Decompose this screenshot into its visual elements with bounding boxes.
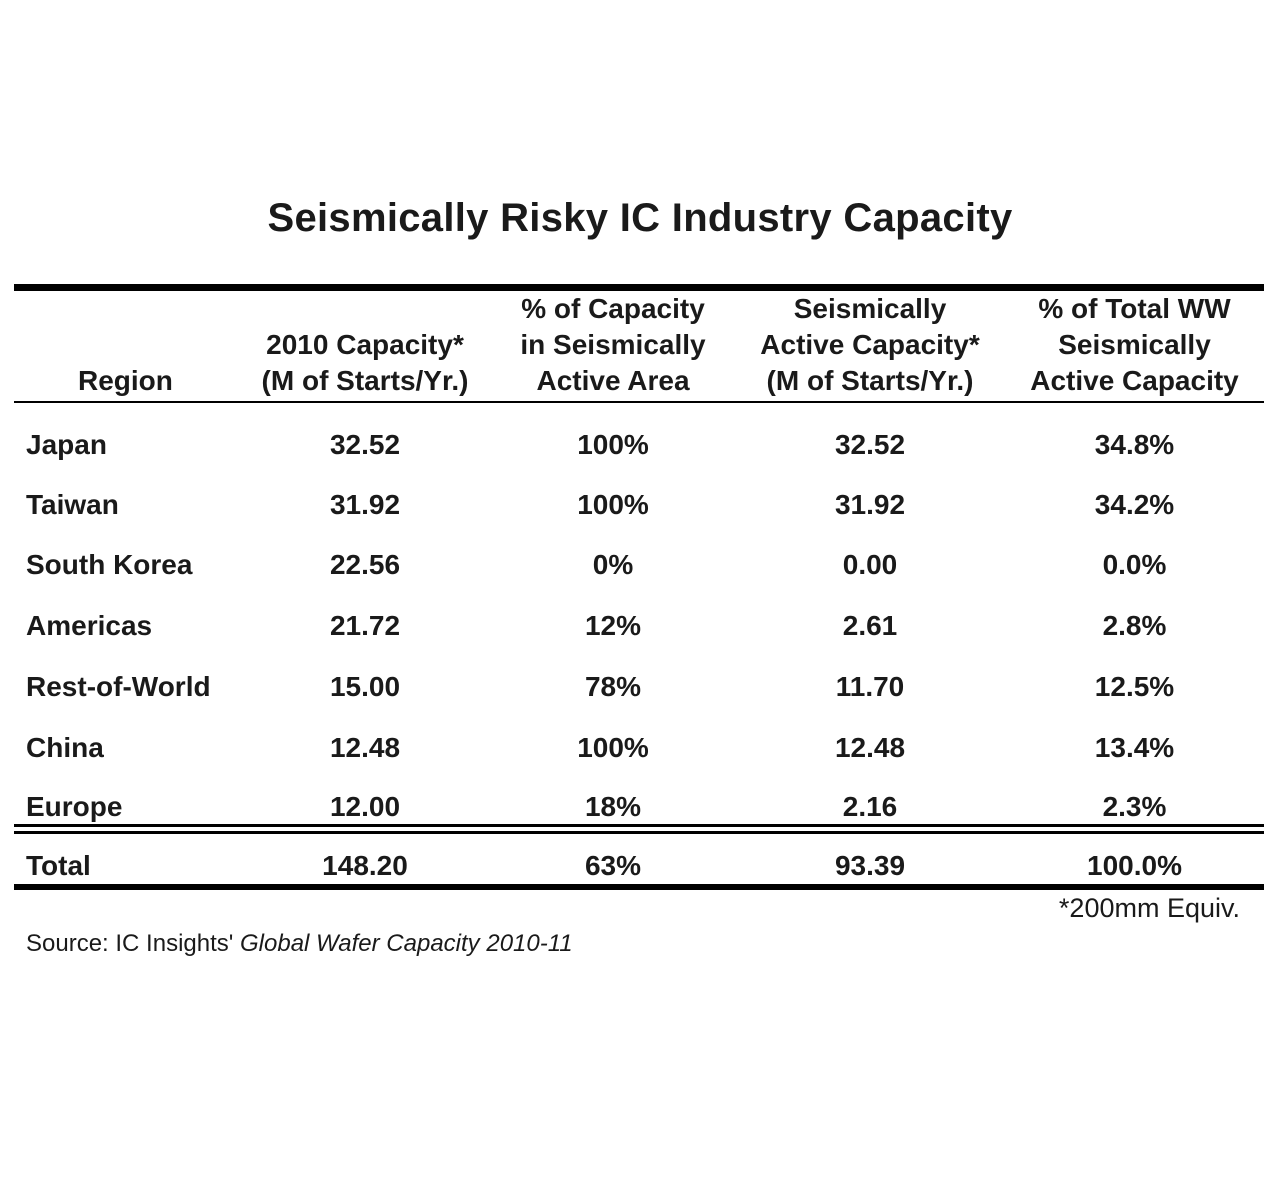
table-title: Seismically Risky IC Industry Capacity	[267, 196, 1013, 240]
header-region: Region	[26, 363, 236, 399]
total-cell: 148.20	[322, 850, 408, 881]
table-cell: 11.70	[835, 671, 905, 702]
header-pct-capacity: % of Capacity in Seismically Active Area	[500, 291, 726, 399]
header-rule	[14, 401, 1264, 403]
total-cell: 100.0%	[1087, 850, 1182, 881]
total-label: Total	[26, 850, 91, 881]
total-rule-bottom	[14, 831, 1264, 834]
row-label: China	[26, 732, 104, 763]
table-cell: 32.52	[834, 429, 906, 460]
table-cell: 12.48	[834, 732, 906, 763]
table-cell: 32.52	[329, 429, 401, 460]
table-cell: 31.92	[329, 489, 401, 520]
table-cell: 34.2%	[1094, 489, 1175, 520]
header-region-line: Region	[78, 365, 173, 396]
table-cell: 13.4%	[1094, 732, 1175, 763]
source-note: Source: IC Insights' Global Wafer Capaci…	[26, 926, 573, 962]
table-cell: 31.92	[834, 489, 906, 520]
header-line: (M of Starts/Yr.)	[261, 365, 469, 396]
table-cell: 2.8%	[1102, 610, 1167, 641]
table-cell: 100%	[577, 732, 649, 763]
source-title: Global Wafer Capacity 2010-11	[240, 930, 573, 957]
table-cell: 18%	[584, 791, 642, 822]
table-cell: 34.8%	[1094, 429, 1175, 460]
row-label: Japan	[26, 429, 107, 460]
table-cell: 100%	[577, 489, 649, 520]
header-2010-capacity: 2010 Capacity* (M of Starts/Yr.)	[250, 327, 480, 399]
source-prefix: Source: IC Insights'	[26, 930, 241, 957]
table-cell: 12.5%	[1094, 671, 1175, 702]
table-cell: 2.3%	[1102, 791, 1167, 822]
table-cell: 2.16	[842, 791, 898, 822]
footnote: *200mm Equiv.	[1058, 893, 1240, 923]
header-line: Active Area	[536, 365, 690, 396]
table-cell: 22.56	[329, 549, 401, 580]
header-line: Seismically	[793, 293, 947, 324]
top-rule	[14, 284, 1264, 291]
total-rule-top	[14, 824, 1264, 827]
table-cell: 12.00	[329, 791, 401, 822]
row-label: Americas	[26, 610, 153, 641]
header-line: Active Capacity*	[760, 329, 980, 360]
header-pct-total: % of Total WW Seismically Active Capacit…	[1012, 291, 1257, 399]
header-line: Seismically	[1058, 329, 1211, 360]
table-cell: 100%	[577, 429, 649, 460]
total-cell: 63%	[584, 850, 642, 881]
table-cell: 21.72	[329, 610, 401, 641]
header-line: % of Capacity	[521, 293, 705, 324]
total-cell: 93.39	[834, 850, 906, 881]
row-label: South Korea	[26, 549, 193, 580]
table-cell: 12.48	[329, 732, 401, 763]
header-line: Active Capacity	[1030, 365, 1239, 396]
header-line: (M of Starts/Yr.)	[766, 365, 974, 396]
table-cell: 2.61	[842, 610, 898, 641]
header-line: % of Total WW	[1038, 293, 1231, 324]
header-line: in Seismically	[520, 329, 706, 360]
table-cell: 0.0%	[1102, 549, 1167, 580]
row-label: Taiwan	[26, 489, 119, 520]
row-label: Europe	[26, 791, 123, 822]
table-cell: 0.00	[842, 549, 898, 580]
table-cell: 15.00	[329, 671, 401, 702]
table-cell: 0%	[592, 549, 634, 580]
table-cell: 12%	[584, 610, 642, 641]
row-label: Rest-of-World	[26, 671, 211, 702]
header-active-capacity: Seismically Active Capacity* (M of Start…	[745, 291, 995, 399]
table-cell: 78%	[584, 671, 642, 702]
header-line: 2010 Capacity*	[266, 329, 464, 360]
bottom-rule	[14, 884, 1264, 890]
